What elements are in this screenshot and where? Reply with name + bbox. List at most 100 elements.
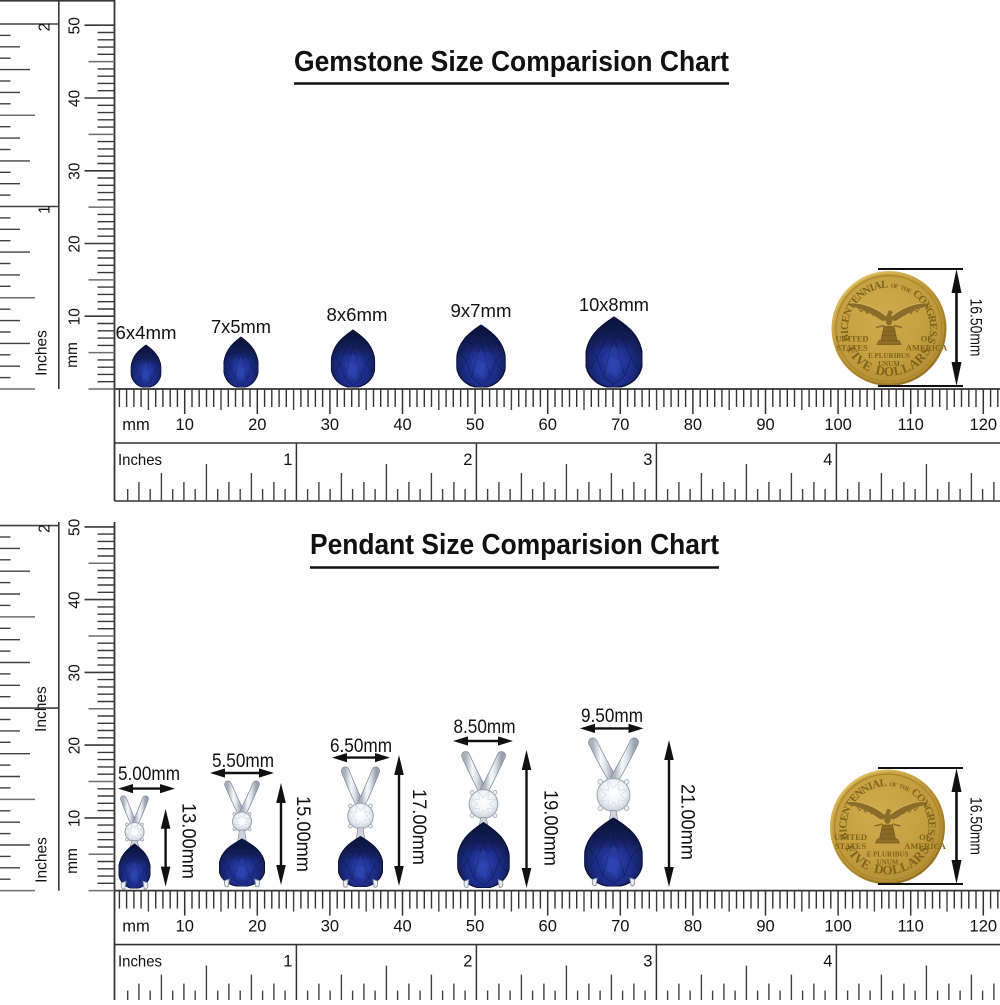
svg-text:Gemstone Size Comparision Char: Gemstone Size Comparision Chart [294, 46, 729, 78]
svg-text:9.50mm: 9.50mm [581, 705, 643, 727]
svg-text:STATES: STATES [835, 841, 867, 851]
svg-text:40: 40 [67, 90, 84, 108]
svg-text:O: O [890, 283, 896, 289]
svg-text:R: R [924, 813, 937, 823]
svg-text:70: 70 [611, 918, 629, 936]
svg-text:17.00mm: 17.00mm [408, 789, 430, 865]
svg-text:80: 80 [684, 416, 702, 434]
svg-text:A: A [871, 778, 882, 792]
svg-text:O: O [889, 782, 895, 788]
svg-text:UNUM: UNUM [877, 859, 899, 867]
svg-text:16.50mm: 16.50mm [967, 797, 986, 855]
svg-text:120: 120 [970, 918, 998, 936]
svg-text:2: 2 [463, 451, 472, 469]
svg-text:13.00mm: 13.00mm [177, 803, 199, 879]
svg-text:mm: mm [64, 848, 81, 874]
svg-text:I: I [837, 828, 849, 833]
svg-text:L: L [881, 278, 889, 291]
svg-text:4: 4 [823, 451, 832, 469]
svg-text:30: 30 [321, 416, 339, 434]
svg-text:E: E [905, 787, 911, 794]
svg-text:50: 50 [466, 416, 484, 434]
svg-text:19.00mm: 19.00mm [540, 790, 562, 866]
svg-text:8x6mm: 8x6mm [327, 305, 388, 325]
svg-text:40: 40 [393, 918, 411, 936]
svg-text:H: H [902, 286, 909, 293]
svg-text:1: 1 [283, 451, 292, 469]
svg-text:30: 30 [321, 918, 339, 936]
svg-text:3: 3 [643, 953, 652, 971]
svg-text:3: 3 [643, 451, 652, 469]
svg-text:N: N [841, 306, 855, 318]
svg-text:mm: mm [64, 342, 81, 368]
svg-text:20: 20 [248, 918, 266, 936]
svg-text:9x7mm: 9x7mm [451, 301, 512, 321]
svg-text:H: H [901, 785, 908, 792]
svg-text:Inches: Inches [34, 837, 51, 883]
svg-text:60: 60 [539, 416, 557, 434]
svg-text:10: 10 [176, 918, 194, 936]
svg-text:70: 70 [611, 416, 629, 434]
svg-text:E: E [839, 314, 852, 324]
svg-text:10: 10 [67, 809, 84, 827]
svg-text:L: L [892, 362, 904, 379]
svg-text:E: E [927, 323, 939, 331]
svg-text:10: 10 [176, 416, 194, 434]
svg-text:E: E [925, 821, 937, 829]
svg-text:I: I [839, 329, 851, 334]
svg-text:E: E [906, 288, 912, 295]
svg-text:2: 2 [37, 524, 54, 533]
svg-text:F: F [893, 782, 898, 789]
svg-text:A: A [872, 279, 883, 293]
svg-text:R: R [925, 314, 938, 324]
svg-text:10: 10 [67, 308, 84, 326]
svg-text:50: 50 [67, 17, 84, 35]
svg-text:F: F [894, 284, 899, 291]
svg-text:D: D [874, 362, 886, 379]
svg-text:T: T [898, 784, 904, 791]
svg-text:6x4mm: 6x4mm [116, 323, 177, 343]
svg-text:20: 20 [67, 737, 84, 755]
svg-text:Inches: Inches [118, 954, 162, 971]
svg-text:N: N [840, 805, 854, 817]
svg-text:Inches: Inches [34, 330, 51, 376]
svg-text:OF: OF [919, 832, 931, 842]
svg-text:I: I [866, 780, 874, 793]
svg-text:10x8mm: 10x8mm [579, 295, 649, 315]
svg-text:Pendant Size Comparision Chart: Pendant Size Comparision Chart [310, 529, 719, 561]
svg-text:B: B [839, 333, 852, 343]
svg-text:E PLURIBUS: E PLURIBUS [868, 352, 910, 360]
svg-text:20: 20 [248, 416, 266, 434]
svg-text:30: 30 [67, 664, 84, 682]
svg-text:UNUM: UNUM [878, 360, 900, 368]
svg-text:O: O [882, 862, 892, 877]
svg-text:L: L [879, 777, 887, 790]
svg-text:2: 2 [37, 23, 54, 32]
svg-text:E: E [838, 813, 851, 823]
svg-text:I: I [868, 282, 876, 295]
svg-text:L: L [891, 861, 903, 878]
svg-text:20: 20 [67, 235, 84, 253]
svg-text:C: C [837, 821, 849, 829]
svg-text:100: 100 [824, 918, 852, 936]
svg-text:8.50mm: 8.50mm [454, 716, 516, 738]
svg-text:1: 1 [37, 205, 54, 214]
svg-text:UNITED: UNITED [834, 832, 867, 842]
svg-text:C: C [839, 322, 851, 330]
svg-text:5.00mm: 5.00mm [118, 763, 180, 785]
svg-text:AMERICA: AMERICA [906, 343, 948, 353]
svg-text:50: 50 [466, 918, 484, 936]
svg-text:mm: mm [122, 416, 150, 434]
svg-text:120: 120 [970, 416, 998, 434]
svg-text:B: B [838, 832, 851, 842]
svg-text:S: S [923, 835, 936, 844]
svg-text:40: 40 [67, 591, 84, 609]
svg-text:S: S [926, 330, 939, 337]
svg-text:Inches: Inches [33, 686, 50, 732]
svg-text:21.00mm: 21.00mm [677, 784, 699, 860]
svg-text:15.00mm: 15.00mm [292, 796, 314, 872]
svg-text:50: 50 [67, 518, 84, 536]
svg-text:2: 2 [463, 953, 472, 971]
svg-text:90: 90 [756, 416, 774, 434]
svg-text:S: S [925, 336, 938, 345]
